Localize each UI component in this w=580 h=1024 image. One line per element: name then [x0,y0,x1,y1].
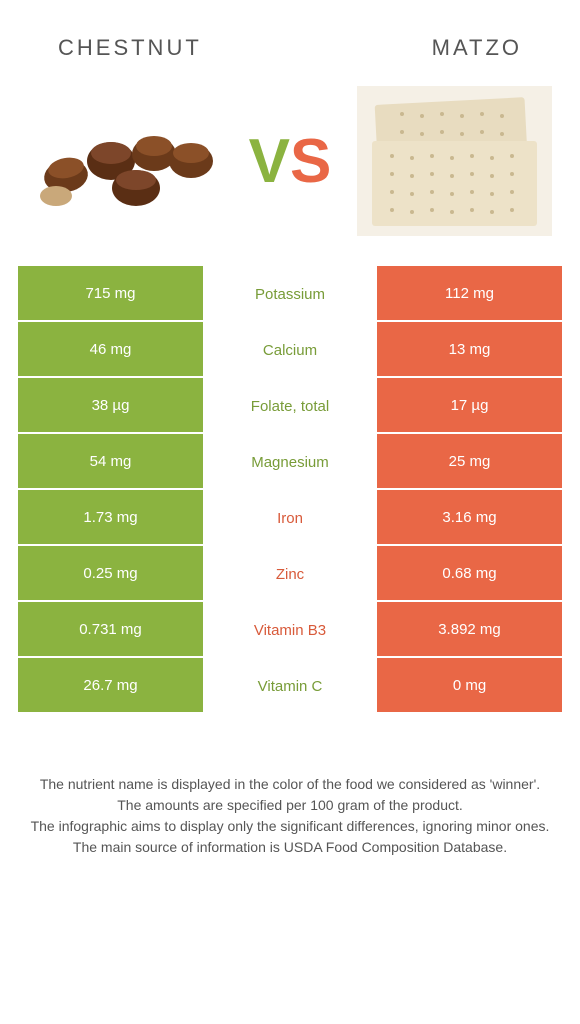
footnote-line: The amounts are specified per 100 gram o… [23,795,557,816]
value-right: 13 mg [377,322,562,378]
table-row: 38 µgFolate, total17 µg [18,378,562,434]
value-left: 0.25 mg [18,546,203,602]
title-right: MATZO [432,35,522,61]
value-left: 26.7 mg [18,658,203,714]
nutrition-table: 715 mgPotassium112 mg46 mgCalcium13 mg38… [18,266,562,714]
table-row: 26.7 mgVitamin C0 mg [18,658,562,714]
value-left: 54 mg [18,434,203,490]
table-row: 46 mgCalcium13 mg [18,322,562,378]
footnotes: The nutrient name is displayed in the co… [18,774,562,858]
nutrient-label: Calcium [203,322,377,378]
matzo-image [357,86,552,236]
nutrient-label: Magnesium [203,434,377,490]
value-right: 25 mg [377,434,562,490]
nutrient-label: Potassium [203,266,377,322]
vs-label: V S [249,126,332,197]
nutrient-label: Folate, total [203,378,377,434]
nutrient-label: Zinc [203,546,377,602]
footnote-line: The infographic aims to display only the… [23,816,557,837]
images-row: V S [18,86,562,266]
nutrient-label: Iron [203,490,377,546]
nutrient-label: Vitamin B3 [203,602,377,658]
chestnut-image [28,86,223,236]
value-right: 0.68 mg [377,546,562,602]
value-left: 1.73 mg [18,490,203,546]
vs-s: S [290,126,331,197]
nutrient-label: Vitamin C [203,658,377,714]
title-left: CHESTNUT [58,35,202,61]
value-right: 3.892 mg [377,602,562,658]
table-row: 54 mgMagnesium25 mg [18,434,562,490]
vs-v: V [249,126,290,197]
table-row: 0.731 mgVitamin B33.892 mg [18,602,562,658]
footnote-line: The main source of information is USDA F… [23,837,557,858]
value-left: 46 mg [18,322,203,378]
title-row: CHESTNUT MATZO [18,20,562,86]
value-right: 0 mg [377,658,562,714]
value-left: 38 µg [18,378,203,434]
value-right: 17 µg [377,378,562,434]
table-row: 715 mgPotassium112 mg [18,266,562,322]
value-right: 3.16 mg [377,490,562,546]
value-left: 0.731 mg [18,602,203,658]
footnote-line: The nutrient name is displayed in the co… [23,774,557,795]
table-row: 1.73 mgIron3.16 mg [18,490,562,546]
value-left: 715 mg [18,266,203,322]
table-row: 0.25 mgZinc0.68 mg [18,546,562,602]
value-right: 112 mg [377,266,562,322]
